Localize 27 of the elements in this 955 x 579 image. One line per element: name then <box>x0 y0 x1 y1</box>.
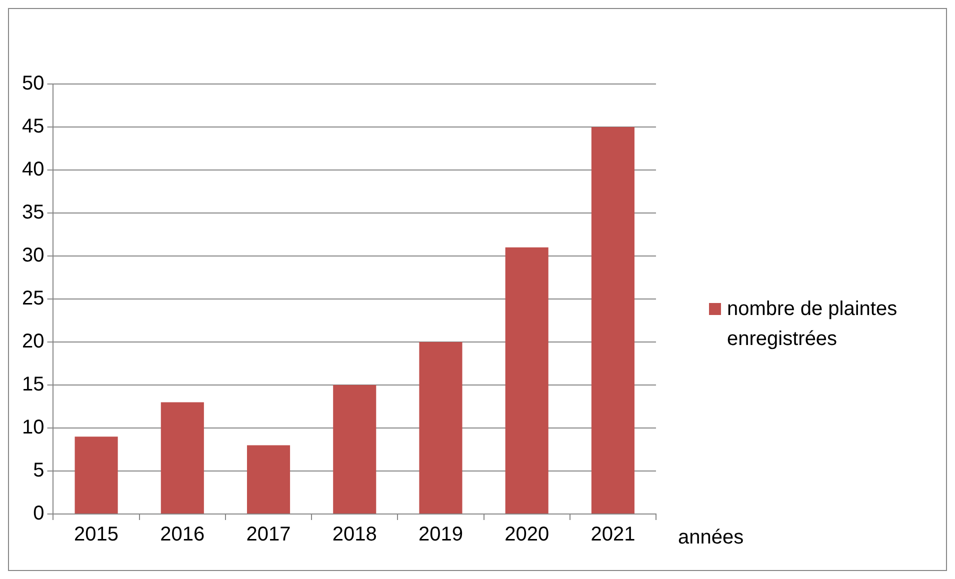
x-axis-title: années <box>678 526 744 549</box>
y-tick-label: 35 <box>22 202 44 224</box>
y-tick-label: 25 <box>22 288 44 310</box>
bar <box>591 127 634 514</box>
y-tick-label: 0 <box>33 502 44 525</box>
x-tick-label: 2019 <box>418 524 463 546</box>
bar <box>505 247 548 514</box>
y-tick-label: 5 <box>33 460 44 482</box>
y-tick-label: 30 <box>22 244 44 267</box>
y-tick-label: 45 <box>22 116 44 138</box>
x-tick-label: 2015 <box>74 524 119 546</box>
y-tick-label: 20 <box>22 330 44 353</box>
x-tick-label: 2021 <box>590 524 636 546</box>
bar <box>246 445 290 514</box>
y-tick-label: 15 <box>22 374 44 396</box>
bar <box>74 436 118 514</box>
bar <box>419 342 462 514</box>
y-tick-label: 10 <box>22 416 44 439</box>
x-tick-label: 2017 <box>246 524 291 546</box>
bar <box>333 385 376 514</box>
x-tick-label: 2018 <box>332 524 377 546</box>
y-tick-label: 50 <box>22 72 44 95</box>
bar <box>160 402 204 514</box>
legend-label: nombre de plaintes enregistrées <box>727 297 898 352</box>
x-tick-label: 2020 <box>504 524 550 546</box>
y-tick-label: 40 <box>22 158 44 181</box>
x-tick-label: 2016 <box>160 524 205 546</box>
